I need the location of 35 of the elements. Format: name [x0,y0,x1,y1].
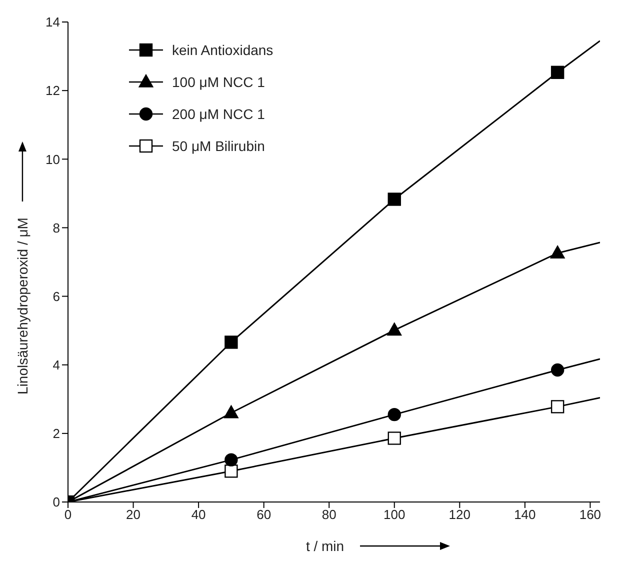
x-tick-label: 60 [256,507,272,522]
y-tick-label: 2 [52,426,60,442]
point [388,192,401,206]
y-tick-label: 10 [46,152,60,167]
point [550,66,564,79]
y-tick-label: 8 [52,220,60,236]
point [224,405,238,418]
x-tick-label: 100 [384,507,406,522]
y-axis-title: Linolsäurehydroperoxid / μM [14,218,30,394]
x-tick-label: 0 [64,507,72,522]
x-tick-label: 20 [126,507,141,522]
x-tick-label: 120 [448,507,471,522]
legend-label: 200 μM NCC 1 [172,106,265,122]
point [388,432,401,445]
point [224,464,238,478]
point [550,246,565,258]
y-tick-label: 12 [46,83,60,98]
x-axis-title: t / min [306,538,344,554]
x-tick-label: 140 [514,507,536,522]
point [388,408,401,422]
legend-label: kein Antioxidans [172,42,274,58]
point [224,453,238,466]
y-tick-label: 6 [52,288,60,304]
x-tick-label: 160 [579,507,602,522]
point [550,400,564,414]
point [224,336,238,349]
y-tick-label: 14 [46,14,60,30]
legend-label: 100 μM NCC 1 [172,74,265,90]
x-tick-label: 80 [322,507,336,522]
legend-label: 50 μM Bilirubin [172,138,265,154]
y-tick-label: 0 [52,494,60,510]
y-tick-label: 4 [52,357,60,372]
point [550,363,564,377]
x-tick-label: 40 [191,507,206,522]
point [387,322,402,336]
